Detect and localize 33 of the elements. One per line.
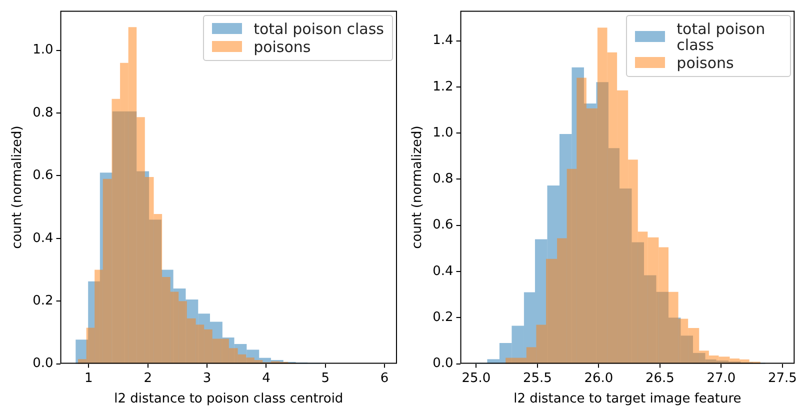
y-tick-label: 0.8 bbox=[432, 172, 454, 187]
legend-label: poisons bbox=[676, 54, 734, 72]
y-tick-label: 0.0 bbox=[432, 356, 454, 372]
x-tick-label: 25.0 bbox=[462, 370, 491, 386]
x-tick-label: 27.0 bbox=[706, 370, 736, 386]
y-tick-label: 1.0 bbox=[432, 125, 454, 140]
x-tick-label: 1 bbox=[84, 370, 93, 386]
legend-label: poisons bbox=[254, 38, 311, 56]
x-tick-label: 3 bbox=[202, 370, 212, 386]
x-tick-label: 26.0 bbox=[584, 370, 614, 386]
y-tick-label: 0.8 bbox=[32, 105, 54, 120]
x-tick-label: 6 bbox=[380, 370, 389, 386]
x-tick-label: 27.5 bbox=[768, 370, 797, 386]
x-tick-label: 5 bbox=[321, 370, 330, 386]
y-tick-label: 1.4 bbox=[432, 33, 454, 48]
y-tick-label: 0.4 bbox=[32, 230, 54, 246]
x-tick-label: 26.5 bbox=[645, 370, 674, 386]
y-tick-label: 0.2 bbox=[432, 310, 454, 326]
x-tick-label: 2 bbox=[144, 370, 152, 386]
y-axis-title: count (normalized) bbox=[10, 126, 26, 249]
y-tick-label: 0.0 bbox=[32, 356, 54, 372]
y-tick-label: 1.0 bbox=[32, 42, 54, 58]
x-axis-title: l2 distance to target image feature bbox=[514, 392, 742, 407]
y-tick-label: 1.2 bbox=[432, 79, 454, 94]
legend-label: total poison class bbox=[254, 20, 384, 38]
y-axis-title: count (normalized) bbox=[410, 126, 426, 249]
y-tick-label: 0.6 bbox=[32, 168, 54, 184]
y-tick-label: 0.2 bbox=[32, 293, 54, 308]
y-tick-label: 0.6 bbox=[432, 218, 454, 233]
x-tick-label: 4 bbox=[262, 370, 270, 386]
x-tick-label: 25.5 bbox=[522, 370, 552, 386]
y-tick-label: 0.4 bbox=[432, 264, 454, 279]
x-axis-title: l2 distance to poison class centroid bbox=[114, 392, 344, 407]
